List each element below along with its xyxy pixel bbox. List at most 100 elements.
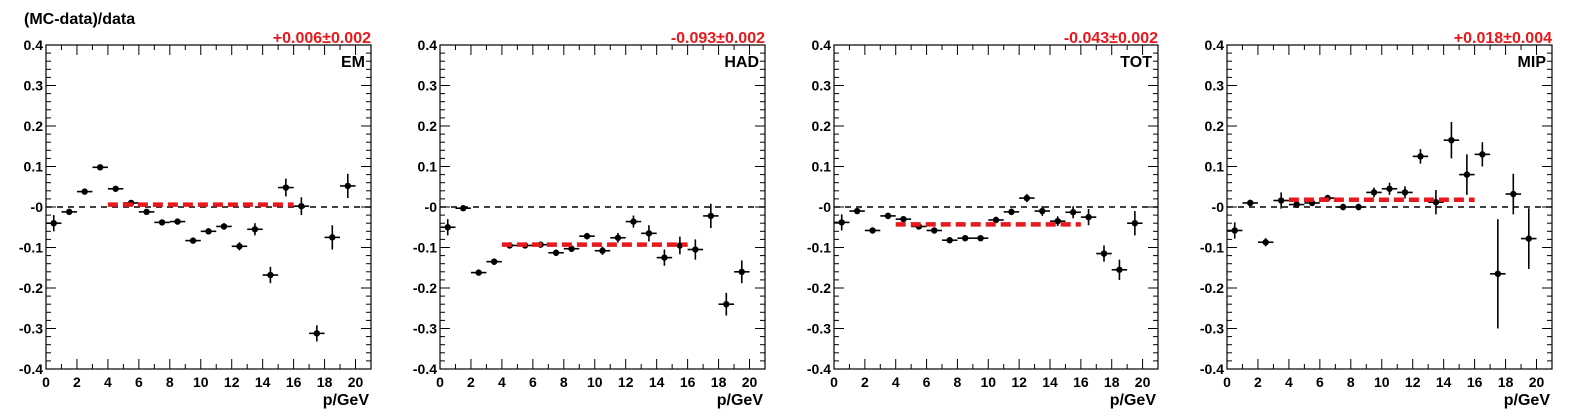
point-marker — [267, 271, 274, 279]
data-point — [548, 249, 564, 257]
data-point — [1227, 222, 1243, 239]
data-point — [455, 205, 471, 212]
point-marker — [158, 219, 166, 226]
data-point — [1381, 182, 1398, 195]
y-tick-label: -0 — [31, 199, 44, 215]
point-marker — [174, 218, 181, 225]
point-marker — [1355, 203, 1362, 211]
point-marker — [1494, 270, 1502, 278]
point-marker — [1479, 151, 1486, 158]
x-tick-label: 10 — [980, 374, 996, 390]
data-point — [1050, 216, 1066, 227]
x-tick-label: 0 — [1223, 374, 1231, 390]
data-point — [293, 197, 310, 216]
data-point — [1428, 189, 1444, 215]
x-tick-label: 16 — [680, 374, 696, 390]
x-tick-label: 18 — [1498, 374, 1514, 390]
data-point — [1350, 203, 1367, 211]
point-marker — [1448, 136, 1455, 144]
data-point — [440, 219, 456, 236]
data-point — [1443, 121, 1460, 159]
y-tick-label: 0.3 — [24, 78, 44, 94]
x-tick-label: 8 — [954, 374, 962, 390]
fit-result-label: -0.043±0.002 — [1064, 30, 1158, 47]
y-tick-label: -0.3 — [413, 321, 437, 337]
point-marker — [189, 237, 197, 244]
point-marker — [1293, 201, 1300, 208]
data-point — [1127, 211, 1143, 236]
x-axis-title: p/GeV — [717, 392, 764, 409]
point-marker — [1432, 198, 1440, 206]
data-point — [1521, 208, 1537, 269]
data-point — [1019, 194, 1035, 203]
y-tick-label: -0.1 — [1200, 240, 1224, 256]
point-marker — [298, 202, 305, 210]
point-marker — [723, 301, 730, 308]
data-point — [1490, 219, 1506, 329]
x-tick-label: 2 — [1254, 374, 1262, 390]
point-marker — [599, 247, 606, 254]
point-marker — [1008, 208, 1015, 216]
x-tick-label: 6 — [529, 374, 537, 390]
point-marker — [838, 219, 845, 226]
x-tick-label: 14 — [255, 374, 271, 390]
x-tick-label: 6 — [923, 374, 931, 390]
y-tick-label: 0.4 — [1205, 37, 1225, 53]
data-point — [247, 223, 263, 236]
data-point — [324, 225, 341, 250]
y-tick-label: 0.2 — [24, 118, 44, 134]
point-marker — [460, 205, 467, 212]
point-marker — [992, 216, 1000, 224]
x-tick-label: 8 — [166, 374, 174, 390]
point-marker — [661, 254, 668, 261]
y-tick-label: 0.4 — [418, 37, 438, 53]
data-point — [1096, 245, 1112, 262]
data-point — [1065, 206, 1081, 219]
data-point — [1366, 187, 1382, 198]
data-point — [834, 214, 850, 231]
y-tick-label: -0.3 — [807, 321, 831, 337]
data-point — [1505, 173, 1522, 215]
point-marker — [1262, 239, 1269, 246]
point-marker — [236, 243, 243, 250]
point-marker — [884, 212, 892, 220]
x-tick-label: 12 — [1011, 374, 1027, 390]
point-marker — [931, 227, 938, 234]
point-marker — [444, 224, 451, 231]
data-point — [262, 266, 279, 284]
point-marker — [676, 242, 684, 249]
data-point — [1288, 201, 1305, 208]
x-tick-label: 12 — [224, 374, 240, 390]
point-marker — [552, 249, 560, 256]
y-tick-label: -0.2 — [807, 280, 831, 296]
data-point — [1034, 206, 1050, 216]
data-point — [1273, 192, 1289, 209]
point-marker — [1401, 189, 1409, 196]
point-marker — [692, 246, 699, 253]
point-marker — [977, 234, 984, 242]
panel-tot: 0 2 4 6 8 10 12 14 16 18 20 -0.4 -0.3 -0.2 -0.1 -0 0.1 0.… — [807, 30, 1159, 409]
data-point — [154, 219, 170, 226]
data-point — [138, 208, 155, 216]
data-point — [200, 228, 217, 235]
panel-mip: 0 2 4 6 8 10 12 14 16 18 20 -0.4 -0.3 -0.2 -0.1 -0 0.1 0.… — [1200, 30, 1553, 409]
y-tick-label: -0.1 — [413, 240, 437, 256]
data-point — [107, 185, 124, 192]
x-tick-label: 6 — [135, 374, 143, 390]
y-tick-label: -0 — [425, 199, 438, 215]
point-marker — [313, 330, 321, 337]
point-marker — [205, 228, 212, 235]
point-marker — [282, 184, 290, 191]
y-tick-label: -0 — [1212, 199, 1225, 215]
data-point — [880, 212, 896, 220]
y-tick-label: 0.3 — [1205, 78, 1225, 94]
y-tick-label: 0.2 — [1205, 118, 1225, 134]
data-point — [926, 227, 942, 234]
point-marker — [490, 258, 498, 265]
point-marker — [66, 208, 73, 216]
data-point — [594, 246, 611, 255]
point-marker — [96, 164, 104, 171]
x-tick-label: 12 — [618, 374, 634, 390]
point-marker — [1039, 207, 1046, 215]
